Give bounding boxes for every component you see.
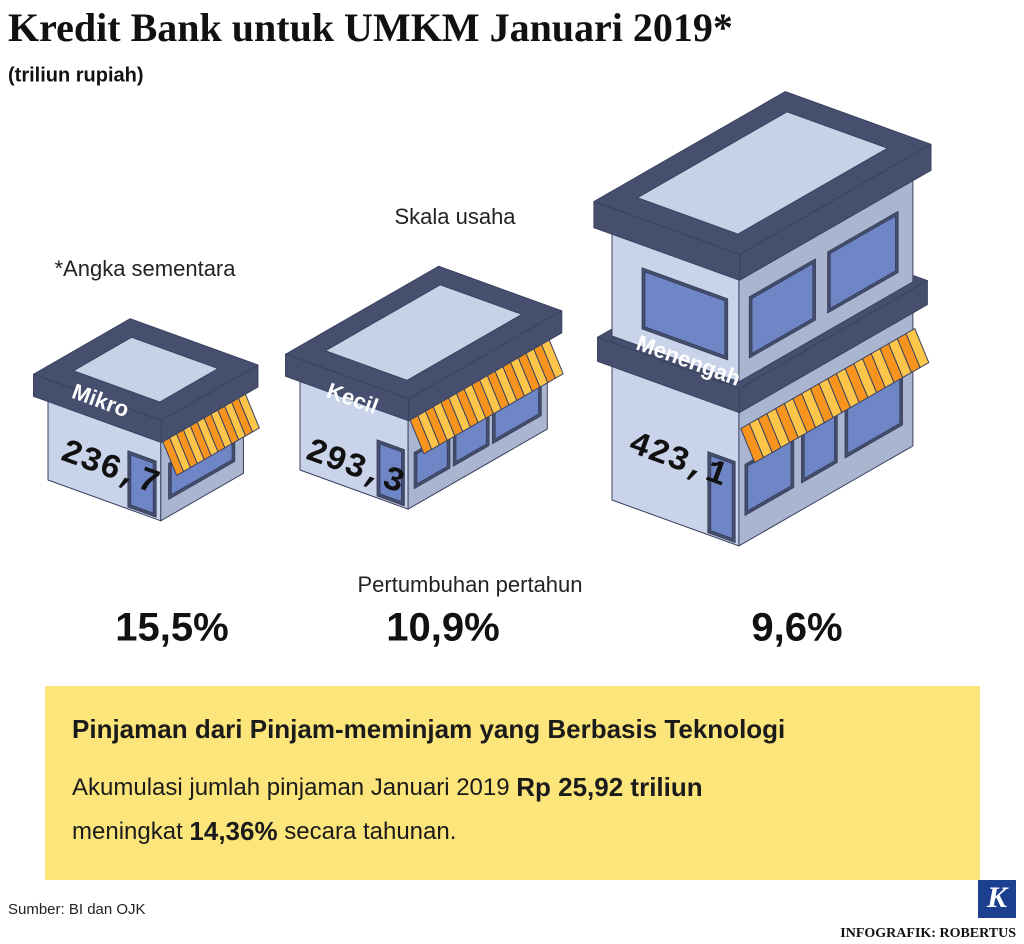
box-text: secara tahunan. <box>284 818 456 845</box>
source: Sumber: BI dan OJK <box>8 901 146 918</box>
box-text: Akumulasi jumlah pinjaman Januari 2019 <box>72 774 510 801</box>
roof-panel <box>324 284 523 381</box>
subtitle: (triliun rupiah) <box>8 64 144 86</box>
window <box>379 443 403 503</box>
title: Kredit Bank untuk UMKM Januari 2019* <box>8 5 733 50</box>
roof-side <box>738 280 928 414</box>
box-text: meningkat <box>72 818 183 845</box>
window <box>130 454 154 514</box>
growth-value: 10,9% <box>386 606 499 650</box>
growth-label: Pertumbuhan pertahun <box>357 572 582 597</box>
window <box>751 262 814 354</box>
awning-stripe <box>905 328 930 369</box>
credit: INFOGRAFIK: ROBERTUS <box>840 926 1016 941</box>
box-line: Akumulasi jumlah pinjaman Januari 2019 R… <box>72 772 703 802</box>
roof-panel <box>636 111 889 235</box>
roof-panel <box>72 336 219 403</box>
box-highlight: 14,36% <box>189 816 277 846</box>
growth-value: 9,6% <box>751 606 842 650</box>
window <box>644 271 726 357</box>
info-box <box>45 686 980 880</box>
roof-side <box>160 364 259 444</box>
note: *Angka sementara <box>55 256 237 281</box>
growth-value: 15,5% <box>115 606 228 650</box>
box-highlight: Rp 25,92 triliun <box>516 772 702 802</box>
logo-letter: K <box>986 881 1009 914</box>
roof-side <box>739 143 932 281</box>
logo <box>978 880 1016 918</box>
box-line: meningkat 14,36% secara tahunan. <box>72 816 456 846</box>
buildings <box>33 91 932 547</box>
window <box>829 215 896 309</box>
box-title: Pinjaman dari Pinjam-meminjam yang Berba… <box>72 714 785 744</box>
window <box>710 455 733 540</box>
roof-side <box>408 310 563 422</box>
scale-label: Skala usaha <box>394 204 516 229</box>
